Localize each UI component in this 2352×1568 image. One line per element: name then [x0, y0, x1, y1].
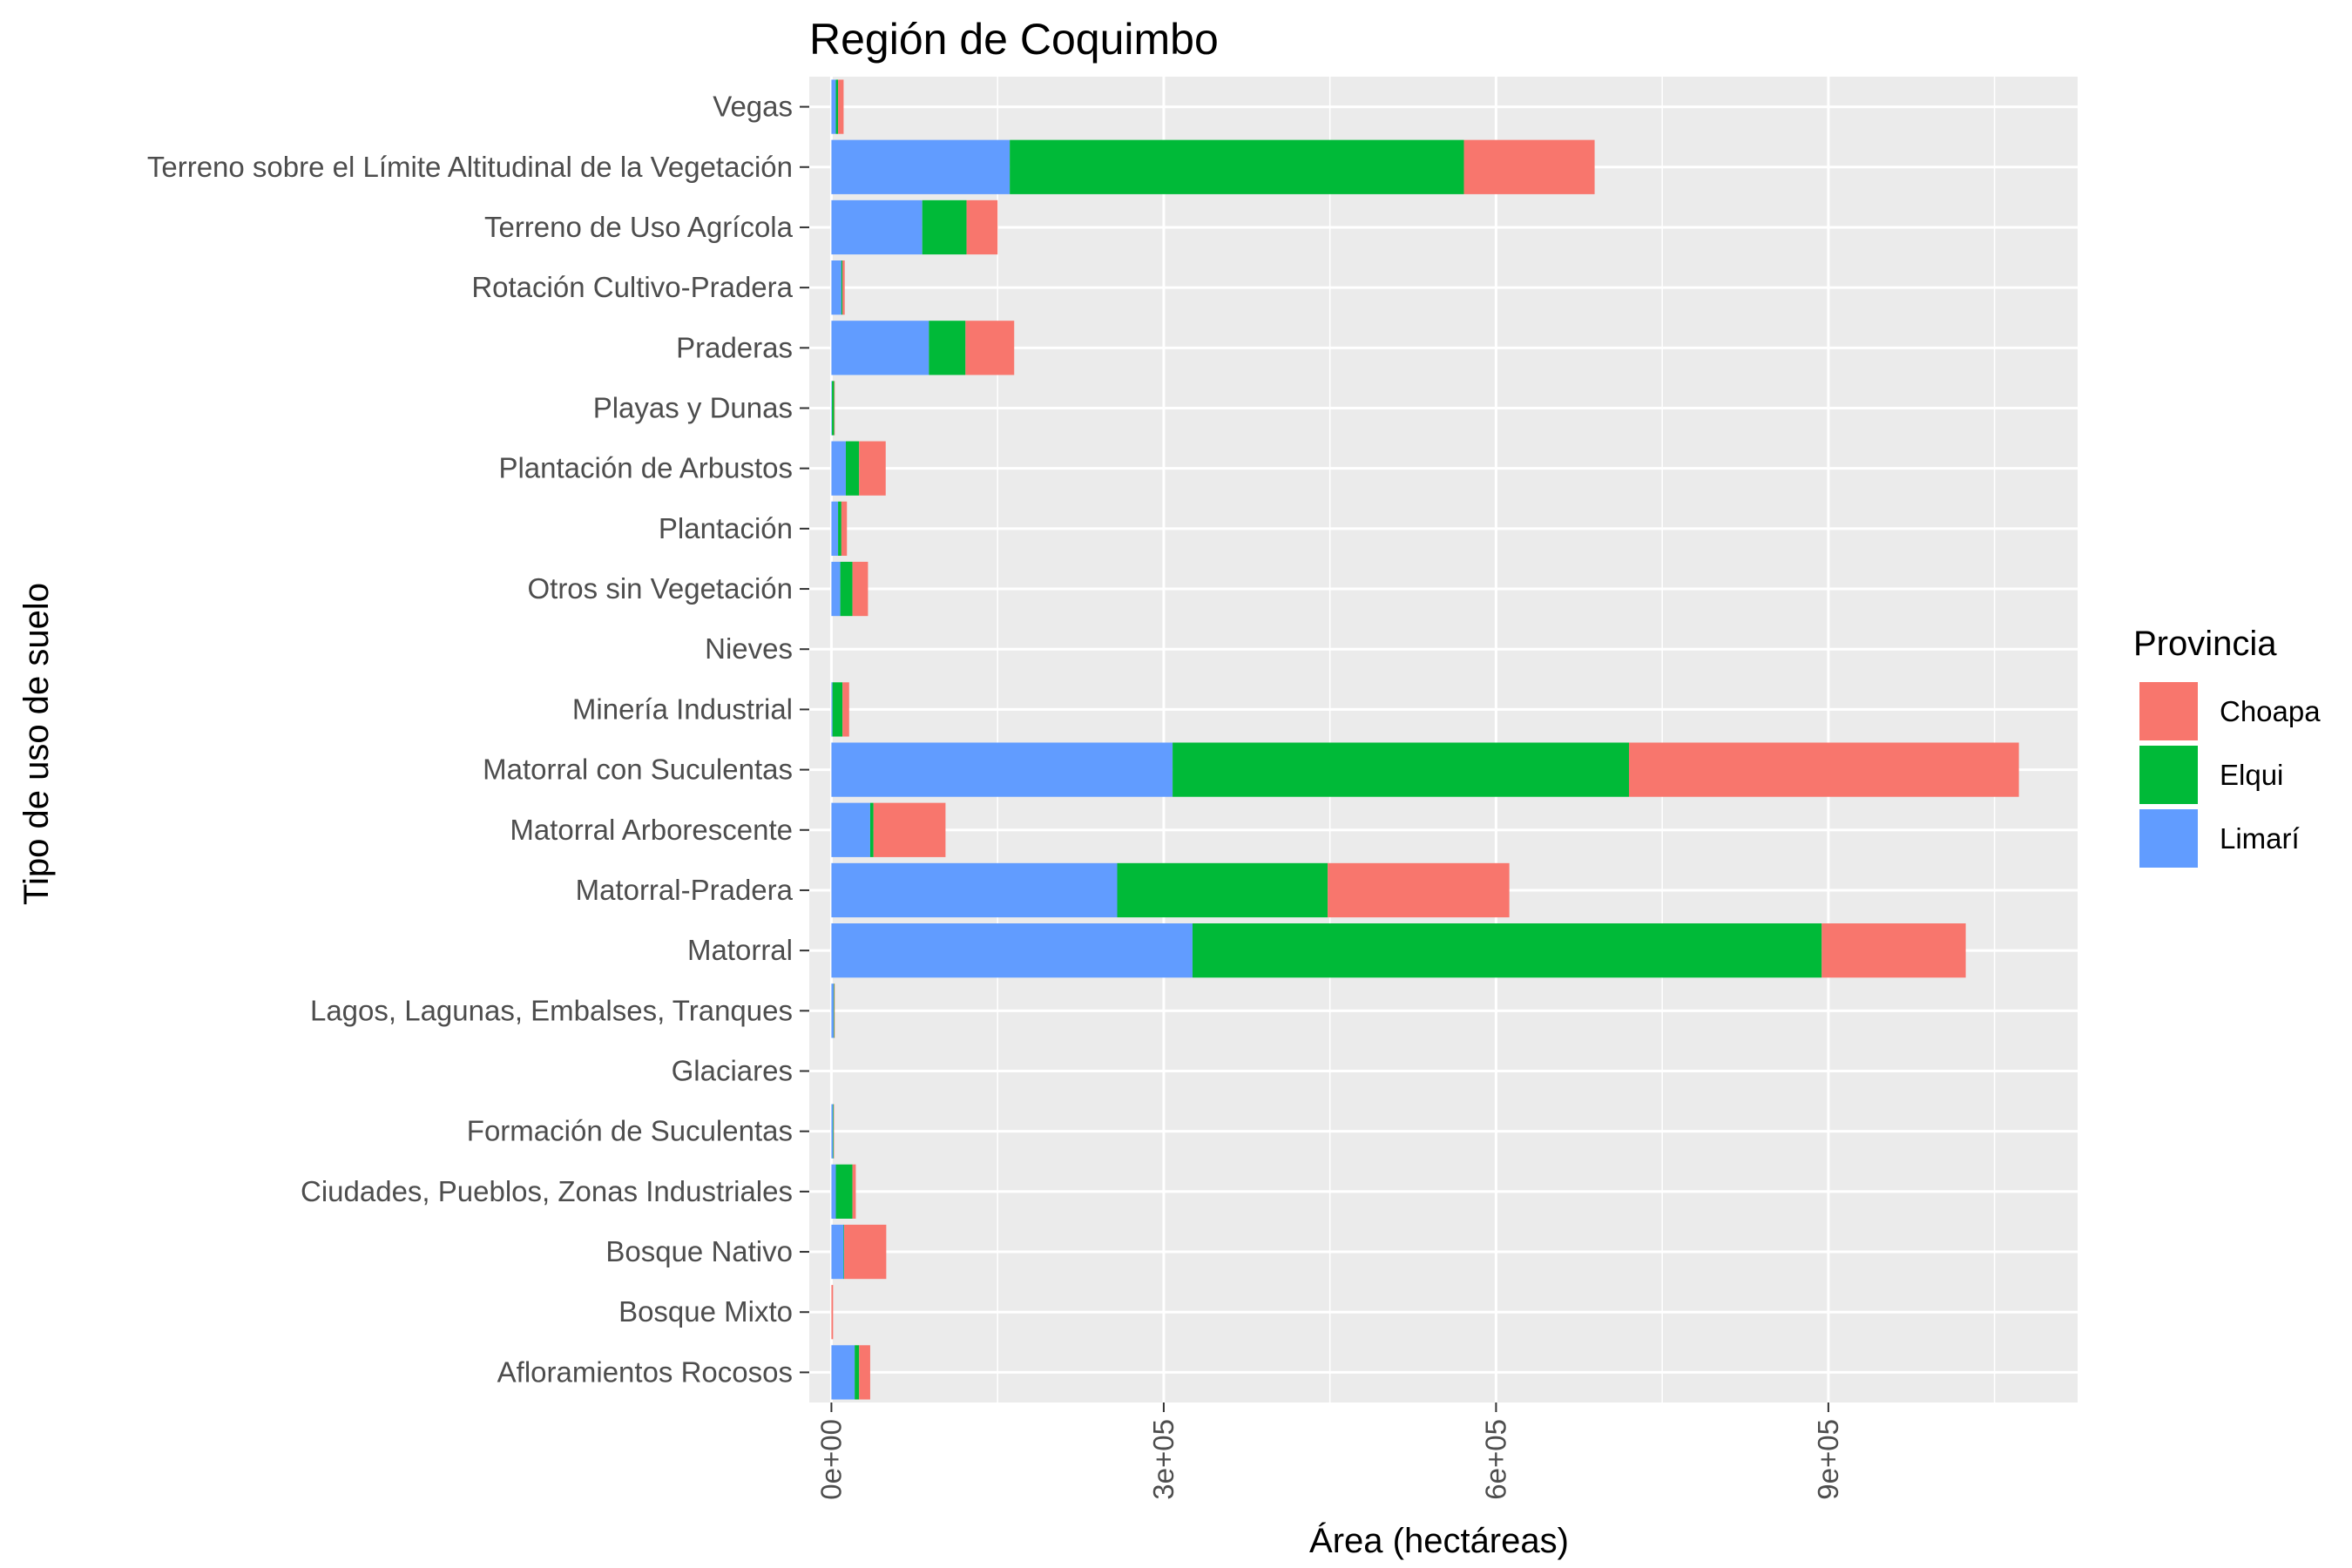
y-tick-label: Terreno sobre el Límite Altitudinal de l…: [147, 151, 793, 183]
y-tick-label: Minería Industrial: [572, 693, 793, 725]
bar-segment: [831, 561, 841, 617]
bar-segment: [842, 682, 849, 737]
minor-gridlines: [997, 77, 1996, 1402]
bar-segment: [831, 381, 833, 436]
bar-segment: [841, 501, 848, 556]
bar-segment: [843, 1224, 845, 1280]
bar-segment: [841, 260, 843, 315]
plot-panel: [809, 77, 2078, 1402]
y-tick-label: Praderas: [676, 331, 793, 363]
bar-segment: [831, 862, 1118, 918]
y-tick-label: Nieves: [705, 632, 793, 665]
bar-segment: [831, 1104, 834, 1159]
y-tick-label: Plantación de Arbustos: [498, 452, 793, 484]
bar-segment: [831, 923, 1193, 978]
bar-segment: [852, 561, 868, 617]
bar-segment: [831, 441, 846, 496]
bar-segment: [831, 139, 1010, 194]
x-axis-title: Área (hectáreas): [1309, 1521, 1569, 1560]
y-tick-label: Terreno de Uso Agrícola: [484, 211, 794, 243]
bar-segment: [833, 1104, 835, 1159]
bar-segment: [835, 79, 839, 134]
bar-segment: [966, 199, 998, 255]
legend-label: Limarí: [2220, 822, 2300, 855]
bar-segment: [831, 501, 839, 556]
y-tick-label: Otros sin Vegetación: [527, 572, 793, 605]
bar-segment: [831, 321, 929, 375]
bar-segment: [859, 1345, 870, 1400]
bar-segment: [831, 682, 833, 737]
x-axis: 0e+00 3e+05 6e+05 9e+05: [814, 1402, 1844, 1500]
chart-title: Región de Coquimbo: [809, 15, 1219, 64]
bar-segment: [1628, 742, 2019, 797]
bar-segment: [840, 561, 853, 617]
bar-segment: [842, 260, 845, 315]
bar-segment: [831, 983, 834, 1038]
bar-segment: [831, 742, 1173, 797]
bar-segment: [1173, 742, 1629, 797]
bar-segment: [855, 1345, 860, 1400]
bar-segment: [831, 260, 841, 315]
y-tick-label: Afloramientos Rocosos: [497, 1355, 793, 1388]
x-tick-label: 0e+00: [814, 1419, 847, 1500]
bar-segment: [832, 381, 835, 436]
bar-segment: [873, 802, 946, 857]
bar-segment: [838, 79, 844, 134]
y-tick-label: Plantación: [659, 512, 793, 544]
y-tick-label: Formación de Suculentas: [467, 1115, 793, 1147]
y-tick-label: Ciudades, Pueblos, Zonas Industriales: [301, 1175, 793, 1207]
legend-swatch: [2139, 682, 2198, 740]
bar-segment: [1117, 862, 1328, 918]
bar-segment: [831, 1345, 855, 1400]
bar-segment: [1821, 923, 1966, 978]
legend-swatch: [2139, 746, 2198, 804]
bar-segment: [832, 682, 843, 737]
y-tick-label: Matorral-Pradera: [576, 874, 794, 906]
legend-title: Provincia: [2133, 625, 2277, 663]
bar-segment: [831, 199, 923, 255]
bar-segment: [929, 321, 966, 375]
y-tick-label: Matorral Arborescente: [510, 814, 793, 846]
bar-segment: [833, 983, 835, 1038]
y-axis-title: Tipo de uso de suelo: [17, 583, 56, 905]
bar-segment: [852, 1164, 856, 1219]
y-axis: Vegas Terreno sobre el Límite Altitudinal…: [147, 91, 809, 1388]
bar-segment: [859, 441, 886, 496]
bar-segment: [831, 1285, 834, 1340]
bars: [831, 79, 2019, 1400]
y-tick-label: Playas y Dunas: [593, 392, 793, 424]
y-tick-label: Bosque Nativo: [605, 1235, 793, 1267]
legend-label: Choapa: [2220, 695, 2321, 727]
bar-segment: [1010, 139, 1464, 194]
y-tick-label: Lagos, Lagunas, Embalses, Tranques: [310, 994, 793, 1026]
x-tick-label: 6e+05: [1479, 1419, 1511, 1500]
bar-segment: [1463, 139, 1595, 194]
legend-label: Elqui: [2220, 759, 2283, 791]
legend: Provincia Choapa Elqui Limarí: [2133, 625, 2321, 868]
bar-segment: [831, 79, 836, 134]
bar-segment: [835, 1164, 853, 1219]
bar-segment: [845, 441, 860, 496]
bar-segment: [831, 1224, 844, 1280]
y-tick-label: Matorral: [687, 934, 793, 966]
y-tick-label: Rotación Cultivo-Pradera: [471, 271, 793, 303]
bar-segment: [833, 1104, 834, 1159]
bar-segment: [844, 1224, 887, 1280]
bar-segment: [1192, 923, 1822, 978]
bar-segment: [831, 1164, 836, 1219]
y-tick-label: Matorral con Suculentas: [483, 754, 793, 786]
y-tick-label: Vegas: [713, 91, 793, 123]
bar-segment: [869, 802, 874, 857]
x-tick-label: 9e+05: [1812, 1419, 1844, 1500]
bar-segment: [838, 501, 841, 556]
bar-segment: [965, 321, 1015, 375]
bar-segment: [922, 199, 967, 255]
y-tick-label: Bosque Mixto: [618, 1295, 793, 1328]
legend-swatch: [2139, 809, 2198, 868]
x-tick-label: 3e+05: [1147, 1419, 1179, 1500]
y-tick-label: Glaciares: [672, 1055, 793, 1087]
bar-segment: [831, 802, 870, 857]
bar-segment: [1328, 862, 1510, 918]
